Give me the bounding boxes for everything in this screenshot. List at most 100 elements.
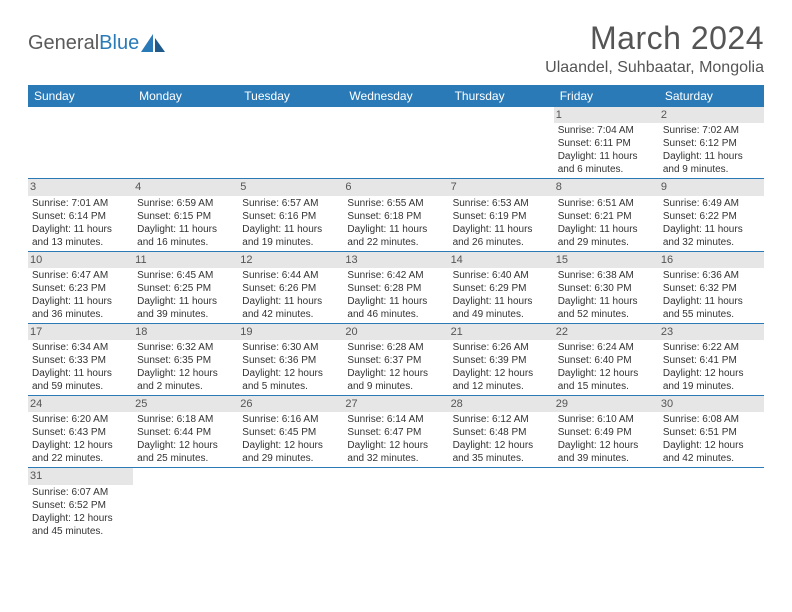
day-number: 4 [133, 179, 238, 195]
day-detail-line: and 2 minutes. [137, 380, 234, 393]
day-number: 6 [343, 179, 448, 195]
day-detail-line: and 9 minutes. [347, 380, 444, 393]
day-detail-line: Sunrise: 6:51 AM [558, 197, 655, 210]
day-detail-line: Daylight: 11 hours [32, 295, 129, 308]
day-number: 12 [238, 252, 343, 268]
calendar-day-cell: 24Sunrise: 6:20 AMSunset: 6:43 PMDayligh… [28, 396, 133, 468]
day-detail-line: and 26 minutes. [453, 236, 550, 249]
day-number: 1 [554, 107, 659, 123]
day-detail-line: Daylight: 11 hours [558, 223, 655, 236]
calendar-day-cell: 2Sunrise: 7:02 AMSunset: 6:12 PMDaylight… [659, 107, 764, 179]
day-detail-line: Sunrise: 7:04 AM [558, 124, 655, 137]
month-title: March 2024 [545, 20, 764, 57]
day-number: 5 [238, 179, 343, 195]
day-detail-line: Sunset: 6:48 PM [453, 426, 550, 439]
day-detail-line: and 29 minutes. [558, 236, 655, 249]
calendar-day-cell: 30Sunrise: 6:08 AMSunset: 6:51 PMDayligh… [659, 396, 764, 468]
calendar-day-cell: 8Sunrise: 6:51 AMSunset: 6:21 PMDaylight… [554, 179, 659, 251]
day-detail-line: Daylight: 11 hours [32, 367, 129, 380]
day-number: 2 [659, 107, 764, 123]
day-detail-line: Sunrise: 6:40 AM [453, 269, 550, 282]
calendar-day-cell [554, 468, 659, 540]
calendar-day-cell: 20Sunrise: 6:28 AMSunset: 6:37 PMDayligh… [343, 323, 448, 395]
day-detail-line: Sunrise: 6:38 AM [558, 269, 655, 282]
day-detail-line: Sunset: 6:11 PM [558, 137, 655, 150]
day-detail-line: and 42 minutes. [663, 452, 760, 465]
calendar-week-row: 1Sunrise: 7:04 AMSunset: 6:11 PMDaylight… [28, 107, 764, 179]
day-detail-line: Sunrise: 6:20 AM [32, 413, 129, 426]
day-detail-line: Sunset: 6:12 PM [663, 137, 760, 150]
day-detail-line: Sunrise: 6:18 AM [137, 413, 234, 426]
calendar-day-cell: 18Sunrise: 6:32 AMSunset: 6:35 PMDayligh… [133, 323, 238, 395]
day-detail-line: Sunset: 6:35 PM [137, 354, 234, 367]
day-detail-line: Sunset: 6:32 PM [663, 282, 760, 295]
calendar-day-cell [133, 107, 238, 179]
day-detail-line: Daylight: 11 hours [663, 150, 760, 163]
calendar-day-cell: 19Sunrise: 6:30 AMSunset: 6:36 PMDayligh… [238, 323, 343, 395]
day-detail-line: Sunrise: 6:30 AM [242, 341, 339, 354]
day-detail-line: Sunrise: 6:10 AM [558, 413, 655, 426]
sail-icon [141, 34, 167, 54]
page-header: GeneralBlue March 2024 Ulaandel, Suhbaat… [28, 20, 764, 77]
day-detail-line: Sunset: 6:37 PM [347, 354, 444, 367]
day-detail-line: Sunrise: 6:53 AM [453, 197, 550, 210]
day-detail-line: and 6 minutes. [558, 163, 655, 176]
calendar-day-cell: 29Sunrise: 6:10 AMSunset: 6:49 PMDayligh… [554, 396, 659, 468]
weekday-header: Wednesday [343, 85, 448, 107]
day-detail-line: Daylight: 12 hours [558, 367, 655, 380]
day-number: 30 [659, 396, 764, 412]
calendar-body: 1Sunrise: 7:04 AMSunset: 6:11 PMDaylight… [28, 107, 764, 540]
calendar-day-cell [28, 107, 133, 179]
day-detail-line: Sunset: 6:44 PM [137, 426, 234, 439]
day-detail-line: Sunrise: 6:28 AM [347, 341, 444, 354]
day-detail-line: Daylight: 11 hours [453, 295, 550, 308]
calendar-day-cell: 7Sunrise: 6:53 AMSunset: 6:19 PMDaylight… [449, 179, 554, 251]
day-number: 27 [343, 396, 448, 412]
day-detail-line: Sunrise: 6:32 AM [137, 341, 234, 354]
day-detail-line: Daylight: 11 hours [242, 295, 339, 308]
day-detail-line: Sunrise: 7:02 AM [663, 124, 760, 137]
day-detail-line: Daylight: 11 hours [558, 150, 655, 163]
calendar-day-cell [343, 107, 448, 179]
location-text: Ulaandel, Suhbaatar, Mongolia [545, 59, 764, 77]
day-number: 31 [28, 468, 133, 484]
day-number: 16 [659, 252, 764, 268]
day-detail-line: Sunset: 6:14 PM [32, 210, 129, 223]
day-detail-line: Daylight: 12 hours [558, 439, 655, 452]
calendar-day-cell: 23Sunrise: 6:22 AMSunset: 6:41 PMDayligh… [659, 323, 764, 395]
day-detail-line: and 32 minutes. [347, 452, 444, 465]
day-detail-line: Daylight: 11 hours [663, 223, 760, 236]
calendar-day-cell: 13Sunrise: 6:42 AMSunset: 6:28 PMDayligh… [343, 251, 448, 323]
day-detail-line: Sunset: 6:28 PM [347, 282, 444, 295]
day-detail-line: and 22 minutes. [32, 452, 129, 465]
calendar-day-cell: 5Sunrise: 6:57 AMSunset: 6:16 PMDaylight… [238, 179, 343, 251]
brand-name: GeneralBlue [28, 32, 139, 55]
day-detail-line: Daylight: 12 hours [242, 367, 339, 380]
day-detail-line: Sunset: 6:45 PM [242, 426, 339, 439]
day-number: 23 [659, 324, 764, 340]
day-detail-line: Daylight: 11 hours [137, 223, 234, 236]
day-detail-line: Sunrise: 6:12 AM [453, 413, 550, 426]
day-detail-line: Sunrise: 6:08 AM [663, 413, 760, 426]
calendar-day-cell: 11Sunrise: 6:45 AMSunset: 6:25 PMDayligh… [133, 251, 238, 323]
day-detail-line: Daylight: 12 hours [32, 439, 129, 452]
day-detail-line: Daylight: 11 hours [347, 295, 444, 308]
calendar-day-cell: 21Sunrise: 6:26 AMSunset: 6:39 PMDayligh… [449, 323, 554, 395]
weekday-header: Monday [133, 85, 238, 107]
calendar-day-cell: 6Sunrise: 6:55 AMSunset: 6:18 PMDaylight… [343, 179, 448, 251]
day-detail-line: Sunset: 6:22 PM [663, 210, 760, 223]
day-detail-line: and 52 minutes. [558, 308, 655, 321]
day-detail-line: Sunrise: 6:07 AM [32, 486, 129, 499]
calendar-table: SundayMondayTuesdayWednesdayThursdayFrid… [28, 85, 764, 540]
calendar-day-cell [238, 468, 343, 540]
day-detail-line: Sunset: 6:30 PM [558, 282, 655, 295]
day-detail-line: and 13 minutes. [32, 236, 129, 249]
day-detail-line: Daylight: 12 hours [453, 367, 550, 380]
day-detail-line: Sunset: 6:41 PM [663, 354, 760, 367]
calendar-day-cell: 4Sunrise: 6:59 AMSunset: 6:15 PMDaylight… [133, 179, 238, 251]
calendar-day-cell [133, 468, 238, 540]
brand-logo: GeneralBlue [28, 20, 167, 55]
day-detail-line: Daylight: 11 hours [137, 295, 234, 308]
day-detail-line: Sunset: 6:26 PM [242, 282, 339, 295]
day-detail-line: Sunset: 6:16 PM [242, 210, 339, 223]
